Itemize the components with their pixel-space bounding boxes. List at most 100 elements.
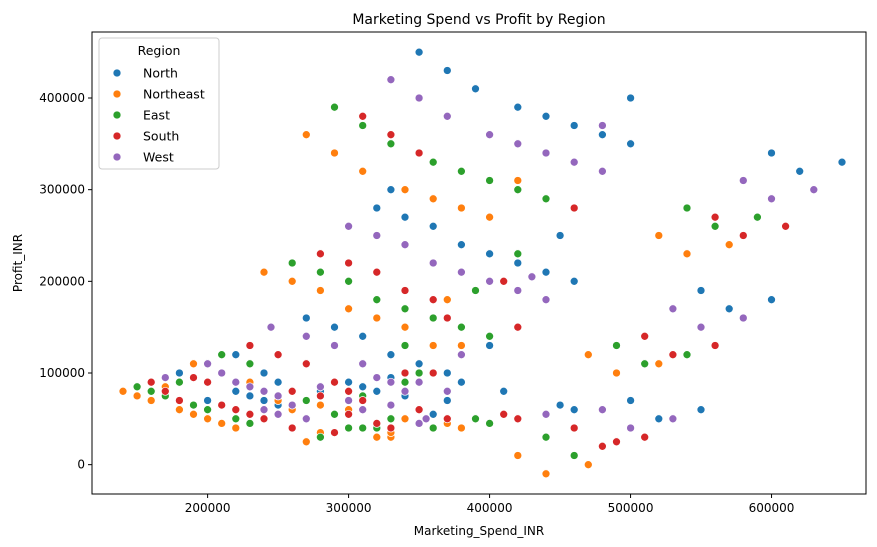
data-point [499,276,509,286]
data-point [767,194,776,204]
data-point [414,93,424,103]
data-point [344,409,353,419]
data-point [569,121,579,130]
data-point [344,221,353,231]
data-point [569,157,579,167]
data-point [471,84,480,94]
data-point [372,419,382,428]
data-point [428,368,438,378]
data-point [471,414,480,424]
data-point [372,386,382,396]
data-point [767,148,776,158]
data-point [259,414,269,424]
data-point [203,405,212,415]
data-point [414,368,424,378]
legend-marker [112,152,122,162]
data-point [344,396,353,405]
data-point [231,423,241,433]
data-point [626,93,635,103]
data-point [428,194,438,204]
data-point [598,130,607,140]
data-point [358,396,368,405]
plot-area-frame [91,31,867,495]
x-tick-label: 600000 [749,501,795,515]
data-point [160,373,170,382]
data-point [428,409,438,419]
data-point [781,221,790,231]
data-point [612,341,621,350]
data-point [724,304,734,314]
y-tick-label: 300000 [39,183,85,197]
x-axis-ticks: 200000 300000 400000 500000 600000 [185,494,795,515]
points-layer [118,47,847,479]
data-point [316,382,325,392]
data-point [372,231,382,240]
data-point [386,185,396,195]
data-point [527,272,537,282]
data-point [767,295,776,305]
data-point [513,451,523,460]
y-tick-label: 200000 [39,274,85,288]
y-tick-label: 100000 [39,366,85,380]
data-point [358,423,368,433]
data-point [513,286,523,295]
data-point [132,382,142,392]
data-point [245,359,255,369]
legend-marker [112,131,122,141]
data-point [442,386,452,396]
data-point [231,350,241,360]
data-point [118,386,128,396]
data-point [738,313,748,323]
data-point [612,437,621,447]
data-point [598,166,607,176]
data-point [189,400,198,410]
data-point [400,377,410,387]
data-point [316,391,325,401]
data-point [400,414,410,424]
data-point [316,249,325,259]
data-point [400,322,410,332]
data-point [513,102,523,112]
data-point [259,386,269,396]
data-point [499,409,509,419]
data-point [640,359,650,369]
data-point [372,203,382,213]
data-point [668,304,678,314]
data-point [245,382,255,392]
data-point [710,212,720,222]
data-point [541,194,551,204]
data-point [245,409,255,419]
data-point [259,405,269,415]
data-point [457,377,466,387]
data-point [344,386,353,396]
data-point [696,322,706,332]
data-point [583,350,593,360]
data-point [513,322,523,332]
data-point [386,377,396,387]
y-axis-label: Profit_INR [11,234,25,292]
data-point [175,396,184,405]
data-point [273,377,283,387]
data-point [330,409,339,419]
data-point [457,166,466,176]
data-point [710,221,720,231]
data-point [400,341,410,350]
data-point [569,451,579,460]
legend-label: Northeast [143,87,205,102]
data-point [301,130,311,140]
data-point [316,400,325,410]
data-point [457,350,466,360]
data-point [189,373,198,382]
series-south [146,111,790,451]
data-point [203,359,212,369]
data-point [654,231,664,240]
data-point [344,304,353,314]
data-point [259,396,269,405]
data-point [301,414,311,424]
data-point [330,322,339,332]
x-tick-label: 200000 [185,501,231,515]
data-point [654,359,664,369]
data-point [428,423,438,433]
data-point [287,258,297,268]
